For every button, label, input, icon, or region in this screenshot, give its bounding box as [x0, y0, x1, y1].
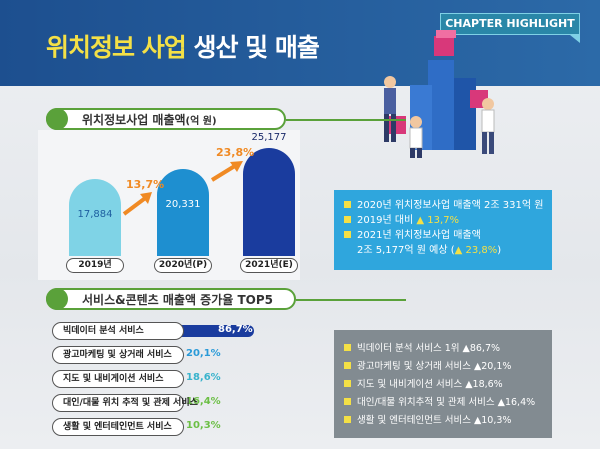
top5-category-label: 지도 및 내비게이션 서비스	[52, 370, 184, 388]
growth-label-2021: 23,8%	[216, 146, 255, 159]
revenue-bar	[243, 148, 295, 256]
bullet-square-icon	[344, 201, 351, 208]
section-revenue-title: 위치정보사업 매출액	[82, 112, 186, 127]
top5-category-label: 생활 및 엔터테인먼트 서비스	[52, 418, 184, 436]
top5-category-label: 광고마케팅 및 상거래 서비스	[52, 346, 184, 364]
summary-line: 2019년 대비 ▲ 13,7%	[344, 213, 542, 228]
top5-category-label: 대인/대물 위치 추적 및 관제 서비스	[52, 394, 198, 412]
summary-line: 2조 5,177억 원 예상 (▲ 23,8%)	[357, 245, 502, 256]
top5-value-label: 20,1%	[186, 348, 221, 359]
top5-value-label: 10,3%	[186, 420, 221, 431]
top5-value-label: 18,6%	[186, 372, 221, 383]
section-top5-header: 서비스&콘텐츠 매출액 증가율 TOP5	[46, 288, 296, 310]
page-title-rest: 생산 및 매출	[193, 33, 319, 62]
section-top5-title: 서비스&콘텐츠 매출액 증가율 TOP5	[82, 292, 274, 307]
revenue-value-label: 17,884	[77, 209, 113, 220]
top5-row: 생활 및 엔터테인먼트 서비스 10,3%	[52, 418, 312, 436]
section-dot-icon	[46, 288, 68, 310]
bullet-square-icon	[344, 380, 351, 387]
summary-line: 대인/대물 위치추적 및 관제 서비스 ▲16,4%	[344, 394, 542, 412]
bullet-square-icon	[344, 344, 351, 351]
year-label-2019: 2019년	[66, 258, 124, 273]
chapter-highlight-tab: CHAPTER HIGHLIGHT	[440, 13, 580, 43]
bullet-square-icon	[344, 362, 351, 369]
summary-line: 광고마케팅 및 상거래 서비스 ▲20,1%	[344, 358, 542, 376]
summary-line: 빅데이터 분석 서비스 1위 ▲86,7%	[344, 340, 542, 358]
section-rule	[286, 119, 406, 121]
top5-category-label: 빅데이터 분석 서비스	[52, 322, 184, 340]
bullet-square-icon	[344, 216, 351, 223]
bullet-square-icon	[344, 416, 351, 423]
section-revenue-header: 위치정보사업 매출액(억 원)	[46, 108, 286, 130]
top5-summary-box: 빅데이터 분석 서비스 1위 ▲86,7% 광고마케팅 및 상거래 서비스 ▲2…	[334, 330, 552, 438]
revenue-value-label: 20,331	[165, 199, 201, 210]
revenue-bar	[157, 169, 209, 256]
bullet-square-icon	[344, 398, 351, 405]
growth-label-2020: 13,7%	[126, 178, 165, 191]
revenue-summary-box: 2020년 위치정보사업 매출액 2조 331억 원 2019년 대비 ▲ 13…	[334, 190, 552, 270]
top5-value-label: 16,4%	[186, 396, 221, 407]
section-revenue-unit: (억 원)	[185, 115, 217, 127]
bullet-square-icon	[344, 231, 351, 238]
section-dot-icon	[46, 108, 68, 130]
revenue-value-label: 25,177	[251, 132, 287, 143]
page-title: 위치정보 사업 생산 및 매출	[46, 28, 320, 64]
section-rule	[296, 299, 406, 301]
top5-row: 광고마케팅 및 상거래 서비스 20,1%	[52, 346, 312, 364]
top5-value-label: 86,7%	[218, 324, 253, 335]
header-banner: 위치정보 사업 생산 및 매출 CHAPTER HIGHLIGHT	[0, 0, 600, 158]
top5-row: 지도 및 내비게이션 서비스 18,6%	[52, 370, 312, 388]
page-title-accent: 위치정보 사업	[46, 33, 187, 62]
year-label-2021: 2021년(E)	[240, 258, 298, 273]
summary-line: 지도 및 내비게이션 서비스 ▲18,6%	[344, 376, 542, 394]
year-label-2020: 2020년(P)	[154, 258, 212, 273]
top5-bar	[172, 325, 254, 337]
summary-line: 2021년 위치정보사업 매출액	[344, 228, 542, 243]
top5-row: 빅데이터 분석 서비스 86,7%	[52, 322, 312, 340]
summary-line: 2020년 위치정보사업 매출액 2조 331억 원	[344, 198, 543, 213]
revenue-bar	[69, 179, 121, 256]
top5-row: 대인/대물 위치 추적 및 관제 서비스 16,4%	[52, 394, 312, 412]
summary-line: 생활 및 엔터테인먼트 서비스 ▲10,3%	[344, 412, 542, 430]
